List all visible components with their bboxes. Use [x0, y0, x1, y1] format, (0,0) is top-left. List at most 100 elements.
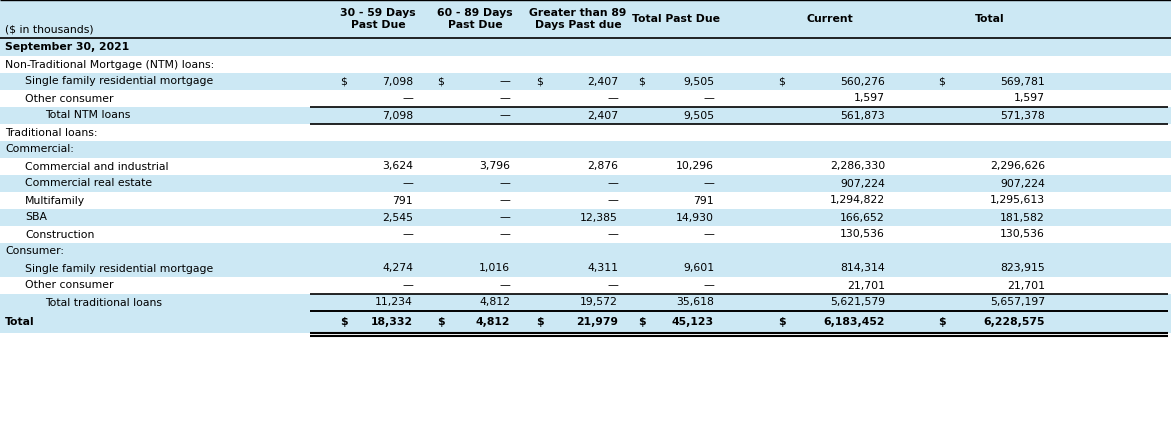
Text: $: $ — [938, 76, 945, 86]
Bar — [0, 209, 1171, 226]
Bar — [0, 124, 1171, 141]
Text: ($ in thousands): ($ in thousands) — [5, 24, 94, 34]
Text: 2,407: 2,407 — [587, 111, 618, 121]
Text: 4,274: 4,274 — [382, 263, 413, 273]
Text: September 30, 2021: September 30, 2021 — [5, 42, 129, 52]
Text: —: — — [703, 178, 714, 188]
Text: Single family residential mortgage: Single family residential mortgage — [25, 76, 213, 86]
Text: —: — — [703, 230, 714, 240]
Text: 571,378: 571,378 — [1000, 111, 1045, 121]
Text: 9,505: 9,505 — [683, 111, 714, 121]
Text: —: — — [499, 93, 511, 103]
Text: 21,979: 21,979 — [576, 317, 618, 327]
Text: 5,621,579: 5,621,579 — [830, 297, 885, 308]
Text: 2,545: 2,545 — [382, 213, 413, 223]
Text: —: — — [499, 195, 511, 206]
Text: 6,183,452: 6,183,452 — [823, 317, 885, 327]
Text: 130,536: 130,536 — [1000, 230, 1045, 240]
Text: —: — — [402, 178, 413, 188]
Text: —: — — [607, 195, 618, 206]
Text: $: $ — [536, 76, 543, 86]
Text: 2,407: 2,407 — [587, 76, 618, 86]
Text: $: $ — [778, 317, 786, 327]
Text: 30 - 59 Days
Past Due: 30 - 59 Days Past Due — [341, 8, 416, 30]
Text: 45,123: 45,123 — [672, 317, 714, 327]
Text: 791: 791 — [693, 195, 714, 206]
Bar — [0, 226, 1171, 243]
Text: —: — — [499, 76, 511, 86]
Text: Non-Traditional Mortgage (NTM) loans:: Non-Traditional Mortgage (NTM) loans: — [5, 59, 214, 69]
Text: 9,505: 9,505 — [683, 76, 714, 86]
Text: Consumer:: Consumer: — [5, 247, 64, 256]
Text: $: $ — [437, 317, 445, 327]
Text: —: — — [402, 93, 413, 103]
Text: 9,601: 9,601 — [683, 263, 714, 273]
Bar — [0, 0, 1171, 38]
Text: —: — — [703, 93, 714, 103]
Text: Traditional loans:: Traditional loans: — [5, 128, 97, 138]
Text: 1,016: 1,016 — [479, 263, 511, 273]
Text: 907,224: 907,224 — [840, 178, 885, 188]
Text: 1,295,613: 1,295,613 — [989, 195, 1045, 206]
Text: Other consumer: Other consumer — [25, 93, 114, 103]
Text: —: — — [402, 280, 413, 290]
Bar — [0, 243, 1171, 260]
Text: Current: Current — [807, 14, 854, 24]
Bar — [0, 175, 1171, 192]
Text: Greater than 89
Days Past due: Greater than 89 Days Past due — [529, 8, 626, 30]
Text: 3,796: 3,796 — [479, 161, 511, 171]
Text: 166,652: 166,652 — [841, 213, 885, 223]
Text: 907,224: 907,224 — [1000, 178, 1045, 188]
Bar — [0, 73, 1171, 90]
Text: Total Past Due: Total Past Due — [632, 14, 720, 24]
Text: $: $ — [340, 76, 347, 86]
Text: —: — — [607, 280, 618, 290]
Text: 791: 791 — [392, 195, 413, 206]
Text: 1,294,822: 1,294,822 — [830, 195, 885, 206]
Text: Total: Total — [5, 317, 35, 327]
Text: 1,597: 1,597 — [1014, 93, 1045, 103]
Text: $: $ — [638, 317, 645, 327]
Text: —: — — [499, 280, 511, 290]
Text: 11,234: 11,234 — [375, 297, 413, 308]
Bar — [0, 107, 1171, 124]
Text: —: — — [607, 178, 618, 188]
Text: 560,276: 560,276 — [840, 76, 885, 86]
Text: —: — — [499, 213, 511, 223]
Text: 19,572: 19,572 — [580, 297, 618, 308]
Bar — [0, 141, 1171, 158]
Text: Commercial real estate: Commercial real estate — [25, 178, 152, 188]
Text: 14,930: 14,930 — [676, 213, 714, 223]
Text: Multifamily: Multifamily — [25, 195, 85, 206]
Text: 7,098: 7,098 — [382, 76, 413, 86]
Text: 5,657,197: 5,657,197 — [989, 297, 1045, 308]
Text: 60 - 89 Days
Past Due: 60 - 89 Days Past Due — [437, 8, 513, 30]
Text: Construction: Construction — [25, 230, 95, 240]
Text: —: — — [703, 280, 714, 290]
Text: Other consumer: Other consumer — [25, 280, 114, 290]
Text: Commercial:: Commercial: — [5, 145, 74, 155]
Text: 21,701: 21,701 — [1007, 280, 1045, 290]
Text: $: $ — [938, 317, 946, 327]
Text: 4,812: 4,812 — [479, 297, 511, 308]
Text: Total: Total — [975, 14, 1005, 24]
Text: 18,332: 18,332 — [371, 317, 413, 327]
Bar — [0, 56, 1171, 73]
Bar — [0, 90, 1171, 107]
Text: $: $ — [778, 76, 785, 86]
Text: —: — — [499, 111, 511, 121]
Text: 4,812: 4,812 — [475, 317, 511, 327]
Text: 21,701: 21,701 — [847, 280, 885, 290]
Text: 2,876: 2,876 — [587, 161, 618, 171]
Bar — [0, 311, 1171, 333]
Text: 569,781: 569,781 — [1000, 76, 1045, 86]
Text: Total NTM loans: Total NTM loans — [44, 111, 130, 121]
Text: $: $ — [437, 76, 444, 86]
Bar — [0, 38, 1171, 56]
Text: 10,296: 10,296 — [676, 161, 714, 171]
Bar — [0, 260, 1171, 277]
Bar — [0, 192, 1171, 209]
Text: —: — — [402, 230, 413, 240]
Text: Total traditional loans: Total traditional loans — [44, 297, 162, 308]
Text: —: — — [607, 93, 618, 103]
